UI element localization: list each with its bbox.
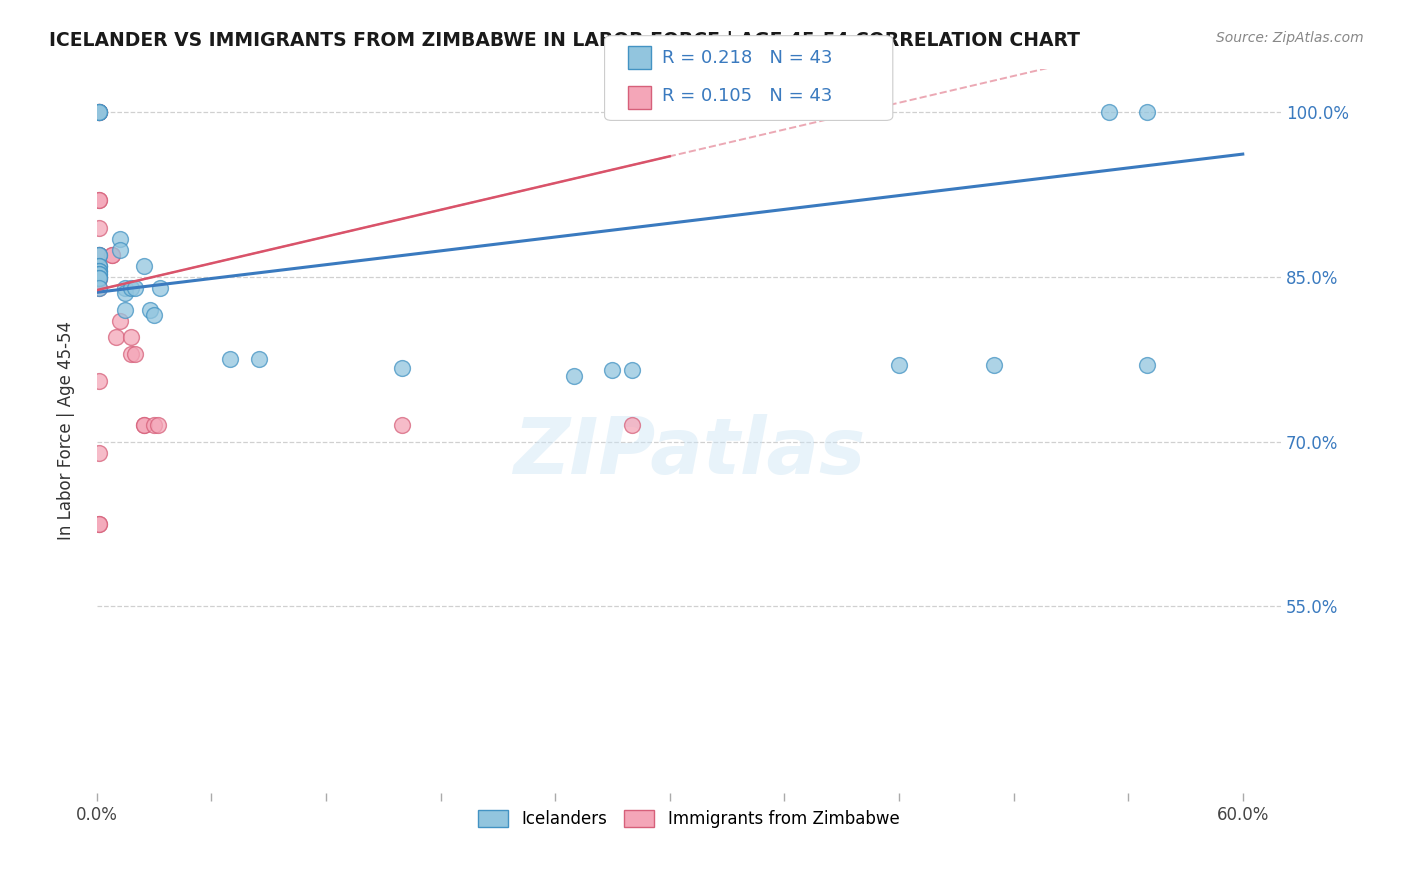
Point xyxy=(104,330,127,344)
Text: Source: ZipAtlas.com: Source: ZipAtlas.com xyxy=(1216,31,1364,45)
Point xyxy=(602,363,624,377)
Point xyxy=(1098,105,1121,120)
Point xyxy=(134,259,156,273)
Point xyxy=(124,347,146,361)
Point xyxy=(87,264,110,278)
Point xyxy=(87,259,110,273)
Point xyxy=(114,286,136,301)
Point xyxy=(108,243,131,257)
Point xyxy=(114,302,136,317)
Point xyxy=(143,418,166,433)
Point xyxy=(108,231,131,245)
Point xyxy=(87,267,110,281)
Point xyxy=(87,259,110,273)
Text: R = 0.218   N = 43: R = 0.218 N = 43 xyxy=(662,49,832,67)
Point xyxy=(391,418,413,433)
Point xyxy=(87,281,110,295)
Point xyxy=(87,105,110,120)
Point xyxy=(391,361,413,376)
Point xyxy=(87,271,110,285)
Point xyxy=(87,105,110,120)
Point xyxy=(87,248,110,262)
Text: ICELANDER VS IMMIGRANTS FROM ZIMBABWE IN LABOR FORCE | AGE 45-54 CORRELATION CHA: ICELANDER VS IMMIGRANTS FROM ZIMBABWE IN… xyxy=(49,31,1080,51)
Point xyxy=(108,314,131,328)
Point xyxy=(562,368,585,383)
Legend: Icelanders, Immigrants from Zimbabwe: Icelanders, Immigrants from Zimbabwe xyxy=(471,804,905,835)
Point xyxy=(87,105,110,120)
Point xyxy=(620,363,643,377)
Point xyxy=(620,418,643,433)
Point xyxy=(87,374,110,388)
Point xyxy=(87,248,110,262)
Point xyxy=(87,105,110,120)
Point xyxy=(101,248,124,262)
Point xyxy=(87,264,110,278)
Point xyxy=(101,248,124,262)
Point xyxy=(114,281,136,295)
Point xyxy=(143,309,166,323)
Text: R = 0.105   N = 43: R = 0.105 N = 43 xyxy=(662,87,832,104)
Point xyxy=(87,281,110,295)
Point xyxy=(247,352,270,367)
Point xyxy=(87,259,110,273)
Point xyxy=(219,352,242,367)
Point xyxy=(146,418,169,433)
Point xyxy=(134,418,156,433)
Point xyxy=(134,418,156,433)
Point xyxy=(139,302,162,317)
Point xyxy=(87,271,110,285)
Point xyxy=(887,358,910,372)
Point xyxy=(120,330,142,344)
Point xyxy=(87,516,110,531)
Text: ZIPatlas: ZIPatlas xyxy=(513,414,865,491)
Point xyxy=(87,516,110,531)
Point xyxy=(87,193,110,207)
Point xyxy=(87,105,110,120)
Point xyxy=(87,267,110,281)
Point xyxy=(1136,358,1159,372)
Point xyxy=(87,193,110,207)
Point xyxy=(87,220,110,235)
Point xyxy=(983,358,1005,372)
Point xyxy=(87,248,110,262)
Point xyxy=(124,281,146,295)
Point xyxy=(1136,105,1159,120)
Point xyxy=(87,264,110,278)
Y-axis label: In Labor Force | Age 45-54: In Labor Force | Age 45-54 xyxy=(58,321,75,540)
Point xyxy=(87,272,110,286)
Point xyxy=(87,105,110,120)
Point xyxy=(87,270,110,285)
Point xyxy=(87,445,110,459)
Point xyxy=(149,281,172,295)
Point xyxy=(87,248,110,262)
Point xyxy=(120,347,142,361)
Point xyxy=(120,281,142,295)
